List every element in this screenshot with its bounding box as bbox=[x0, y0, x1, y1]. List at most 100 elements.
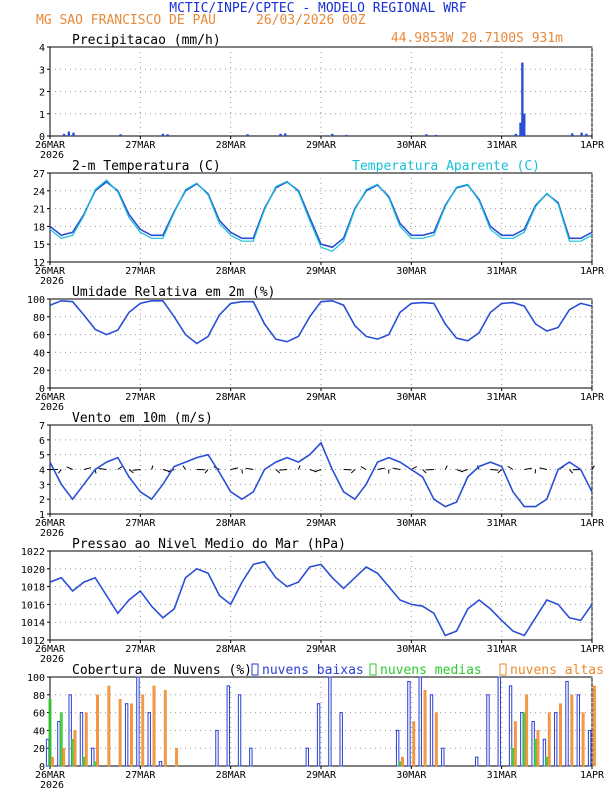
cloud-bar bbox=[62, 747, 66, 767]
cloud-bar bbox=[226, 685, 230, 767]
y-tick-label: 27 bbox=[33, 169, 45, 180]
wind-barb bbox=[128, 469, 134, 474]
x-tick-label: 1APR bbox=[580, 140, 605, 151]
cloud-bar bbox=[82, 756, 86, 767]
x-tick-label: 28MAR bbox=[216, 266, 247, 277]
cloud-bar bbox=[163, 690, 167, 767]
precip-bar bbox=[246, 134, 249, 136]
wind-barb bbox=[83, 467, 92, 470]
cloud-bar bbox=[84, 712, 88, 767]
x-year-label: 2026 bbox=[40, 654, 64, 665]
y-tick-label: 0 bbox=[39, 384, 45, 395]
x-tick-label: 27MAR bbox=[125, 266, 156, 277]
y-tick-label: 3 bbox=[39, 65, 45, 76]
cloud-bar bbox=[412, 721, 416, 767]
x-tick-label: 28MAR bbox=[216, 140, 247, 151]
cloud-bar bbox=[554, 712, 558, 767]
cloud-bar bbox=[542, 738, 547, 767]
cloud-bar bbox=[531, 721, 535, 767]
precip-bar bbox=[514, 133, 517, 136]
x-tick-label: 27MAR bbox=[125, 518, 156, 529]
y-tick-label: 100 bbox=[27, 673, 45, 684]
cloud-bar bbox=[513, 721, 517, 767]
x-tick-label: 26MAR bbox=[35, 266, 66, 277]
station-coords: 44.9853W 20.7100S 931m bbox=[391, 31, 563, 46]
cloud-bar bbox=[434, 712, 438, 767]
wind-barb bbox=[490, 469, 499, 471]
precip-bar bbox=[585, 133, 588, 136]
legend-label: nuvens baixas bbox=[262, 663, 364, 678]
panels: 0 12 3 4 26MAR 27MAR 28MAR 29MAR 30MAR 31MAR 1APR 2… bbox=[21, 33, 605, 791]
x-tick-label: 29MAR bbox=[306, 518, 337, 529]
x-year-label: 2026 bbox=[40, 780, 64, 791]
precip-bar bbox=[580, 132, 583, 136]
wind-barb bbox=[230, 467, 239, 470]
x-tick-label: 26MAR bbox=[35, 770, 66, 781]
x-tick-label: 1APR bbox=[580, 392, 605, 403]
legend-label: Temperatura Aparente (C) bbox=[352, 159, 540, 174]
legend-swatch bbox=[499, 663, 507, 676]
x-tick-label: 1APR bbox=[580, 644, 605, 655]
cloud-bar bbox=[124, 703, 129, 767]
x-tick-label: 29MAR bbox=[306, 770, 337, 781]
y-tick-label: 80 bbox=[33, 313, 45, 324]
y-tick-label: 1012 bbox=[21, 636, 45, 647]
wind-barb bbox=[392, 467, 401, 470]
cloud-bar bbox=[328, 676, 332, 767]
panel-title: Precipitacao (mm/h) bbox=[72, 33, 221, 48]
cloud-bar bbox=[129, 703, 133, 767]
meteogram-title: MCTIC/INPE/CPTEC - MODELO REGIONAL WRF bbox=[169, 1, 467, 16]
cloud-bar bbox=[175, 747, 179, 767]
wind-barb bbox=[204, 469, 209, 474]
x-tick-label: 1APR bbox=[580, 266, 605, 277]
legend-swatch bbox=[251, 663, 259, 676]
x-tick-label: 30MAR bbox=[396, 140, 427, 151]
wind-barb bbox=[569, 469, 574, 474]
cloud-bar bbox=[45, 738, 50, 767]
x-tick-label: 26MAR bbox=[35, 518, 66, 529]
x-tick-label: 31MAR bbox=[487, 644, 518, 655]
cloud-bar bbox=[249, 747, 253, 767]
y-tick-label: 40 bbox=[33, 348, 45, 359]
x-tick-label: 29MAR bbox=[306, 644, 337, 655]
cloud-bar bbox=[215, 729, 219, 767]
wind-barb bbox=[162, 469, 170, 472]
x-tick-label: 29MAR bbox=[306, 392, 337, 403]
precip-bar bbox=[331, 133, 334, 136]
wind-barb bbox=[314, 469, 322, 473]
x-tick-label: 27MAR bbox=[125, 392, 156, 403]
y-tick-label: 2 bbox=[39, 88, 45, 99]
precip-bar bbox=[161, 133, 165, 136]
panel-temp: 12 15 18 21 24 27 26MAR 27MAR 28MAR 29MAR 30MAR 31M… bbox=[33, 159, 605, 287]
cloud-bar bbox=[152, 685, 156, 767]
cloud-bar bbox=[547, 712, 551, 767]
wind-barb bbox=[350, 469, 356, 474]
y-tick-label: 0 bbox=[39, 132, 45, 143]
cloud-bar bbox=[141, 694, 145, 767]
precip-bar bbox=[434, 134, 437, 136]
wind-barb bbox=[360, 466, 367, 470]
y-tick-label: 20 bbox=[33, 744, 45, 755]
panel-wind: 1 2 3 4 5 6 7 26MAR 27MAR 28MAR 29MAR 30MAR 31MAR 1AP… bbox=[35, 411, 605, 539]
x-year-label: 2026 bbox=[40, 402, 64, 413]
x-tick-label: 28MAR bbox=[216, 644, 247, 655]
cloud-bar bbox=[407, 680, 411, 767]
y-tick-label: 6 bbox=[39, 436, 45, 447]
cloud-bar bbox=[57, 721, 61, 767]
x-tick-label: 28MAR bbox=[216, 392, 247, 403]
precip-bar bbox=[571, 133, 574, 136]
precip-bar bbox=[166, 134, 169, 136]
wind-barb bbox=[497, 469, 502, 474]
panel-title: Umidade Relativa em 2m (%) bbox=[72, 285, 276, 300]
y-tick-label: 12 bbox=[33, 258, 45, 269]
cloud-bar bbox=[576, 694, 581, 767]
precip-bar bbox=[67, 131, 71, 136]
x-tick-label: 27MAR bbox=[125, 644, 156, 655]
x-tick-label: 31MAR bbox=[487, 770, 518, 781]
wind-barb bbox=[507, 465, 514, 470]
wind-barb bbox=[66, 466, 73, 470]
y-tick-label: 4 bbox=[39, 466, 45, 477]
cloud-bar bbox=[136, 676, 140, 767]
wind-barb bbox=[58, 469, 62, 474]
